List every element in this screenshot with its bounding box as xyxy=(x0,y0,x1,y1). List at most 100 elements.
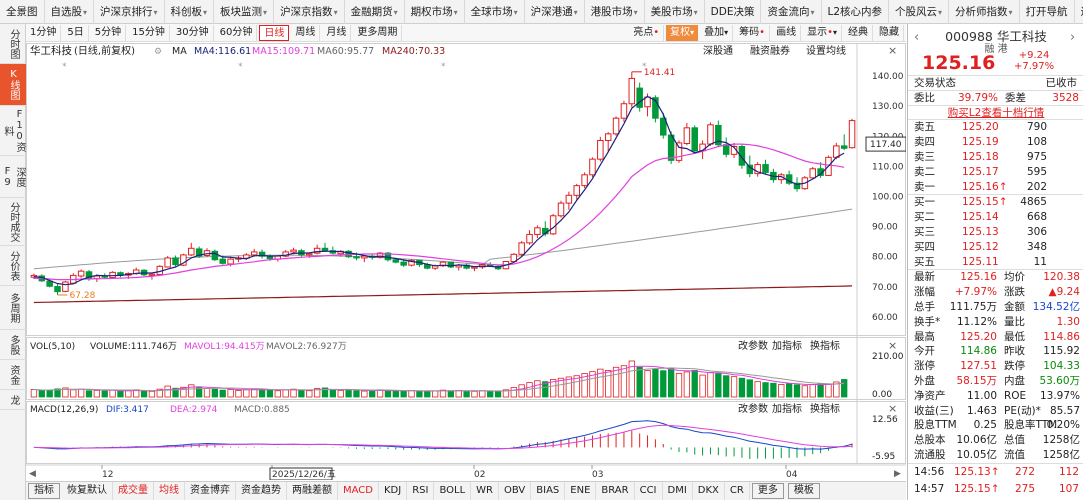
left-tab-9[interactable]: 龙 xyxy=(0,390,26,410)
period-5[interactable]: 60分钟 xyxy=(216,24,258,41)
indicator-tab-21[interactable]: 模板 xyxy=(787,483,820,499)
indicator-tab-4[interactable]: 资金博弈 xyxy=(185,482,236,500)
indicator-tab-1[interactable]: 恢复默认 xyxy=(62,482,113,500)
menu-label: 自选股 xyxy=(50,6,83,18)
indicator-tab-9[interactable]: RSI xyxy=(407,482,435,500)
indicator-tab-3[interactable]: 均线 xyxy=(154,482,185,500)
buy-l2-link[interactable]: 购买L2查看十档行情 xyxy=(947,106,1045,119)
toolbar-btn-0[interactable]: 亮点• xyxy=(629,24,665,41)
kline-chart[interactable]: 华工科技 (日线,前复权) ⚙ MA MA4:116.61 MA15:109.71 MA60… xyxy=(26,43,907,481)
toolbar-btn-7[interactable]: 隐藏 xyxy=(875,24,904,41)
toolbar-btn-2[interactable]: 叠加▾ xyxy=(700,24,734,41)
menu-9[interactable]: 沪深港通▾ xyxy=(525,0,585,24)
sell-book: 卖五 125.20 790 卖四 125.19 108 卖三 125.18 975 卖二 125.1… xyxy=(908,120,1083,196)
menu-14[interactable]: L2核心内参 xyxy=(822,0,890,24)
indicator-tab-15[interactable]: BRAR xyxy=(596,482,635,500)
stat-value: 104.33 xyxy=(1043,360,1080,373)
period-3[interactable]: 15分钟 xyxy=(128,24,170,41)
period-6[interactable]: 日线 xyxy=(259,24,290,41)
period-2[interactable]: 5分钟 xyxy=(91,24,127,41)
candle-body xyxy=(62,281,69,292)
macd-panel-button[interactable]: 加指标 xyxy=(772,402,802,415)
menu-7[interactable]: 期权市场▾ xyxy=(405,0,465,24)
vol-panel-button[interactable]: 换指标 xyxy=(810,339,840,352)
toolbar-btn-4[interactable]: 画线 xyxy=(772,24,802,41)
menu-15[interactable]: 个股风云▾ xyxy=(889,0,950,24)
indicator-tab-16[interactable]: CCI xyxy=(635,482,663,500)
vol-panel-button[interactable]: 改参数 xyxy=(738,339,768,352)
candle-body xyxy=(77,270,85,277)
period-8[interactable]: 月线 xyxy=(322,24,352,41)
left-tab-0[interactable]: 分时图 xyxy=(0,24,26,64)
indicator-tab-6[interactable]: 两融差额 xyxy=(287,482,338,500)
toolbar-btn-3[interactable]: 筹码• xyxy=(735,24,771,41)
volume-bar xyxy=(211,388,219,398)
period-1[interactable]: 5日 xyxy=(63,24,89,41)
period-9[interactable]: 更多周期 xyxy=(353,24,403,41)
macd-tick-max: 12.56 xyxy=(872,415,898,425)
menu-17[interactable]: 打开导航 xyxy=(1020,0,1075,24)
macd-panel-button[interactable]: 换指标 xyxy=(810,402,840,415)
menu-16[interactable]: 分析师指数▾ xyxy=(949,0,1020,24)
stat-label: 外盘 xyxy=(914,374,935,387)
indicator-tab-18[interactable]: DKX xyxy=(693,482,725,500)
indicator-tab-0[interactable]: 指标 xyxy=(28,483,60,499)
menu-4[interactable]: 板块监测▾ xyxy=(214,0,275,24)
indicator-tab-2[interactable]: 成交量 xyxy=(113,482,154,500)
indicator-tab-10[interactable]: BOLL xyxy=(434,482,472,500)
menu-8[interactable]: 全球市场▾ xyxy=(465,0,525,24)
menu-10[interactable]: 港股市场▾ xyxy=(585,0,645,24)
volume-bar xyxy=(793,384,801,398)
indicator-tab-12[interactable]: OBV xyxy=(499,482,532,500)
chart-header-button[interactable]: 设置均线 xyxy=(806,44,846,57)
stat-label: 流值 xyxy=(1004,448,1025,461)
prev-stock-icon[interactable]: ‹ xyxy=(914,30,920,45)
toolbar-btn-5[interactable]: 显示•▾ xyxy=(803,24,842,41)
left-tab-7[interactable]: 多股 xyxy=(0,330,26,360)
left-tab-2[interactable]: F10资料 xyxy=(0,106,26,156)
weibi-value: 39.79% xyxy=(958,91,999,104)
left-tab-1[interactable]: K线图 xyxy=(0,64,26,106)
menu-11[interactable]: 美股市场▾ xyxy=(645,0,705,24)
chart-header-button[interactable]: 深股通 xyxy=(703,45,733,57)
chart-header-button[interactable]: 融资融券 xyxy=(750,44,790,57)
indicator-tab-7[interactable]: MACD xyxy=(338,482,379,500)
stat-label: 均价 xyxy=(1004,271,1025,284)
left-tab-6[interactable]: 多周期 xyxy=(0,286,26,330)
volume-bar xyxy=(675,373,683,398)
period-7[interactable]: 周线 xyxy=(291,24,321,41)
menu-1[interactable]: 自选股▾ xyxy=(45,0,95,24)
toolbar-btn-6[interactable]: 经典 xyxy=(844,24,873,41)
menu-3[interactable]: 科创板▾ xyxy=(165,0,215,24)
sell-volume: 790 xyxy=(1026,121,1047,134)
menu-5[interactable]: 沪深京指数▾ xyxy=(274,0,345,24)
menu-12[interactable]: DDE决策 xyxy=(705,0,762,24)
indicator-tab-5[interactable]: 资金趋势 xyxy=(236,482,287,500)
indicator-tab-14[interactable]: ENE xyxy=(565,482,597,500)
indicator-tab-8[interactable]: KDJ xyxy=(379,482,408,500)
close-icon[interactable]: × xyxy=(888,44,897,57)
menu-2[interactable]: 沪深京排行▾ xyxy=(94,0,165,24)
left-tab-4[interactable]: 分时成交 xyxy=(0,198,26,246)
volume-bar xyxy=(770,382,777,398)
menu-6[interactable]: 金融期货▾ xyxy=(345,0,405,24)
indicator-tab-17[interactable]: DMI xyxy=(663,482,693,500)
macd-panel-button[interactable]: 改参数 xyxy=(738,402,768,415)
left-tab-5[interactable]: 分价表 xyxy=(0,246,26,286)
indicator-tab-11[interactable]: WR xyxy=(471,482,499,500)
menu-0[interactable]: 全景图 xyxy=(0,0,45,24)
period-0[interactable]: 1分钟 xyxy=(26,24,62,41)
indicator-tab-13[interactable]: BIAS xyxy=(531,482,566,500)
indicator-tab-19[interactable]: CR xyxy=(725,482,750,500)
volume-bar xyxy=(652,369,659,398)
period-4[interactable]: 30分钟 xyxy=(172,24,214,41)
menu-18[interactable]: 返回 xyxy=(1075,0,1083,24)
toolbar-btn-1[interactable]: 复权▾ xyxy=(666,24,699,41)
left-tab-label: 多周期 xyxy=(8,292,19,323)
indicator-tab-20[interactable]: 更多 xyxy=(751,483,784,499)
left-tab-3[interactable]: 深度F9 xyxy=(0,156,26,198)
vol-panel-button[interactable]: 加指标 xyxy=(772,339,802,352)
next-stock-icon[interactable]: › xyxy=(1070,30,1076,45)
menu-13[interactable]: 资金流向▾ xyxy=(761,0,822,24)
left-tab-8[interactable]: 资金 xyxy=(0,360,26,390)
